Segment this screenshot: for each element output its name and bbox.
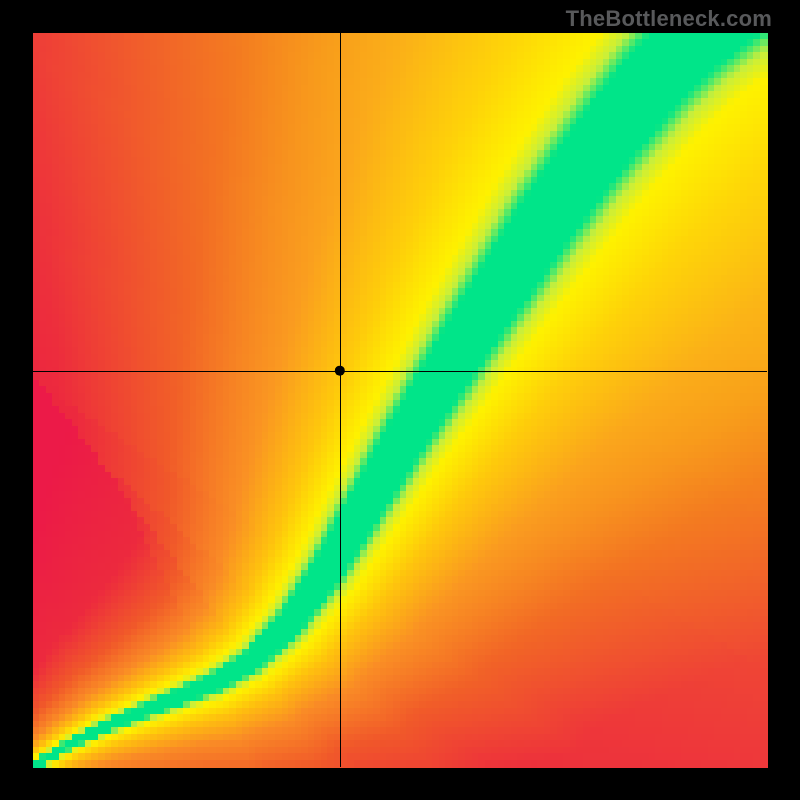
chart-container: TheBottleneck.com [0,0,800,800]
watermark-text: TheBottleneck.com [566,6,772,32]
bottleneck-heatmap-canvas [0,0,800,800]
